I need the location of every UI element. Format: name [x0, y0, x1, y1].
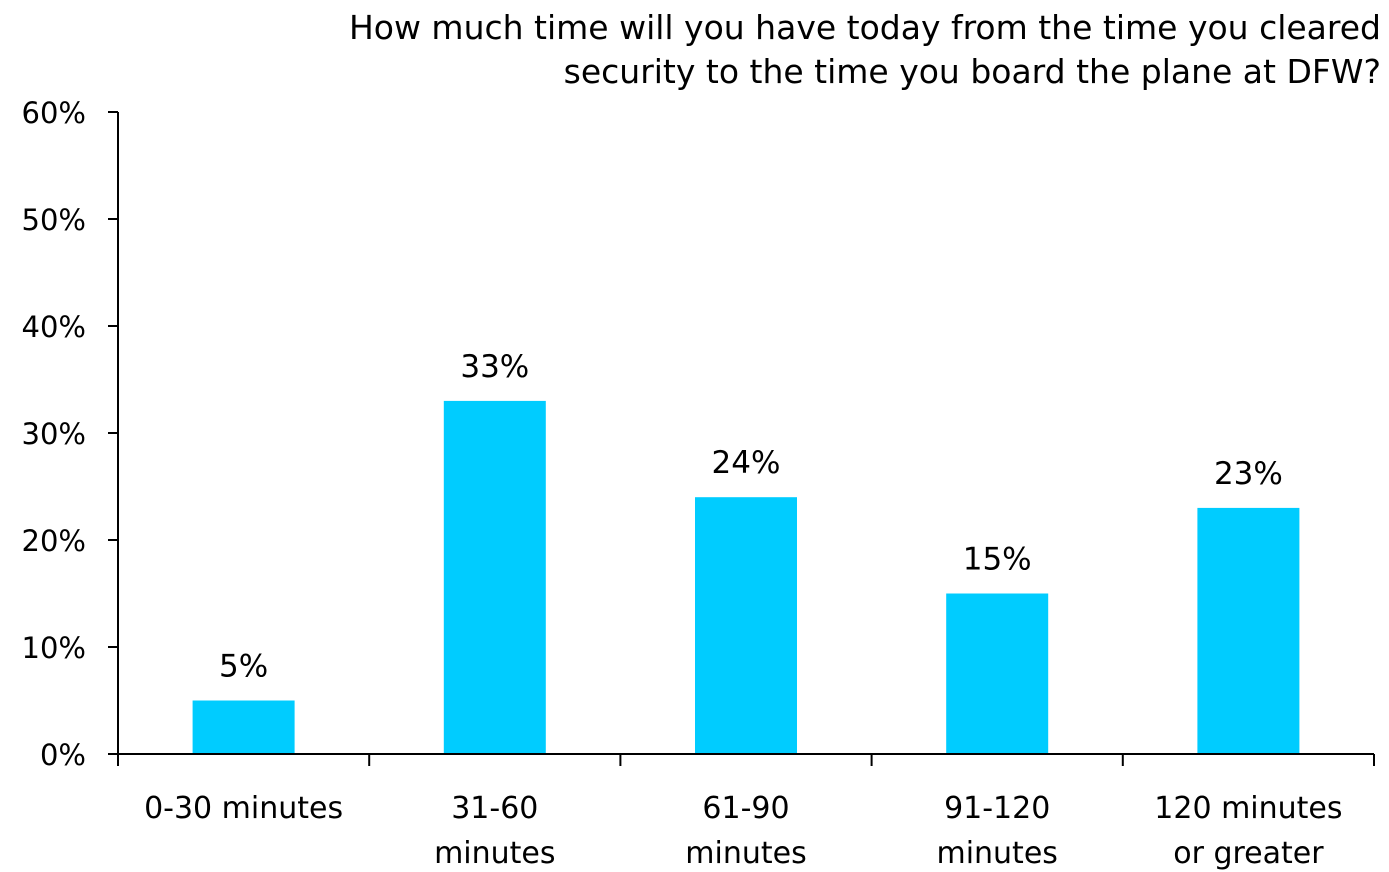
bar [443, 400, 546, 754]
data-label: 5% [219, 649, 268, 685]
x-tick-label-line: 0-30 minutes [144, 791, 343, 826]
chart-title-line-1: How much time will you have today from t… [348, 8, 1381, 47]
y-tick-label: 60% [22, 96, 86, 130]
bar [192, 700, 295, 754]
y-tick-label: 50% [22, 203, 86, 237]
y-tick-label: 40% [22, 310, 86, 344]
x-tick-label-line: minutes [685, 836, 806, 871]
chart-title: How much time will you have today from t… [281, 6, 1381, 94]
chart-title-line-2: security to the time you board the plane… [563, 52, 1381, 91]
data-label: 23% [1214, 456, 1283, 492]
x-tick-label: 91-120 minutes [936, 791, 1057, 871]
x-tick-label-line: or greater [1173, 836, 1324, 871]
x-tick-label-line: minutes [936, 836, 1057, 871]
y-tick-label: 30% [22, 417, 86, 451]
x-tick-label-line: 61-90 [702, 791, 789, 826]
x-tick-label: 0-30 minutes [144, 791, 343, 826]
bar [695, 497, 797, 754]
axes [108, 111, 1375, 766]
bar [946, 593, 1049, 754]
x-tick-label-line: 31-60 [451, 791, 538, 826]
x-tick-label-line: minutes [434, 836, 555, 871]
x-tick-label-line: 120 minutes [1154, 791, 1342, 826]
bar [1197, 507, 1300, 754]
y-tick-label: 10% [22, 631, 86, 665]
data-label: 15% [963, 542, 1032, 578]
x-tick-label: 120 minutes or greater [1154, 791, 1342, 871]
data-label: 24% [712, 445, 781, 481]
x-tick-label: 31-60 minutes [434, 791, 555, 871]
x-tick-label-line: 91-120 [944, 791, 1050, 826]
data-label: 33% [460, 349, 529, 385]
y-tick-label: 0% [40, 738, 86, 772]
bar-group [192, 400, 1300, 754]
y-tick-label: 20% [22, 524, 86, 558]
x-tick-label: 61-90 minutes [685, 791, 806, 871]
labels-group: 0% 10% 20% 30% 40% 50% 60% 5% 0-30 minutes 33% 31-… [22, 96, 1343, 871]
